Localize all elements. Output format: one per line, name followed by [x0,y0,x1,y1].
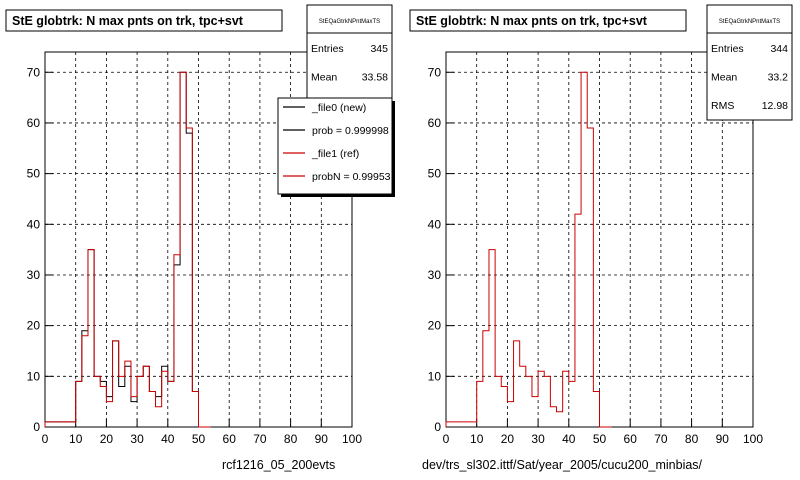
y-tick-label: 50 [27,167,41,181]
y-tick-label: 30 [428,268,442,282]
chart-title: StE globtrk: N max pnts on trk, tpc+svt [416,14,648,28]
x-tick-label: 100 [342,432,362,446]
histogram-series-ref [445,71,612,428]
y-tick-label: 60 [428,116,442,130]
y-tick-label: 50 [428,167,442,181]
y-tick-label: 70 [27,65,41,79]
stats-value: 12.98 [762,100,788,112]
y-tick-label: 20 [27,319,41,333]
x-tick-label: 40 [562,432,576,446]
x-tick-label: 90 [716,432,730,446]
stats-label: Entries [711,43,744,55]
x-tick-label: 80 [284,432,298,446]
legend-box [277,97,393,195]
x-tick-label: 10 [470,432,484,446]
chart-title: StE globtrk: N max pnts on trk, tpc+svt [12,14,244,28]
legend-label: _file0 (new) [311,102,366,114]
chart-panel-left: 0 10 20 30 40 50 60 70 80 90 100 0 10 20 30 40 50 60 70 StE… [5,4,393,472]
x-tick-label: 40 [161,432,175,446]
x-tick-label: 0 [443,432,450,446]
histogram-series-ref [44,71,211,428]
legend-label: probN = 0.99953 [312,171,391,183]
y-tick-label: 60 [27,116,41,130]
x-tick-label: 10 [69,432,83,446]
stats-label: Mean [311,72,337,84]
stats-value: 33.2 [768,72,789,84]
x-tick-label: 20 [100,432,114,446]
y-tick-label: 20 [428,319,442,333]
stats-histogram-name: StEQaGtrkNPntMaxTS [319,19,380,25]
x-tick-label: 70 [654,432,668,446]
x-tick-label: 80 [685,432,699,446]
stats-value: 345 [370,43,388,55]
footer-label: rcf1216_05_200evts [222,458,335,472]
title-box [5,9,283,32]
legend-label: _file1 (ref) [311,148,359,160]
stats-label: Entries [311,43,344,55]
stats-label: RMS [711,100,734,112]
y-tick-label: 30 [27,268,41,282]
y-tick-label: 0 [434,420,441,434]
chart-panel-right: 0 10 20 30 40 50 60 70 80 90 100 0 10 20 30 40 50 60 70 StE… [409,4,793,472]
y-tick-label: 10 [428,369,442,383]
stats-box [306,4,393,114]
y-tick-label: 40 [428,217,442,231]
legend-label: prob = 0.999998 [312,125,389,137]
x-tick-label: 60 [624,432,638,446]
legend: _file0 (new) prob = 0.999998 _file1 (ref) p… [277,97,395,197]
y-tick-label: 10 [27,369,41,383]
x-tick-label: 60 [223,432,237,446]
x-tick-label: 50 [593,432,607,446]
title-box [409,9,687,32]
stats-label: Mean [711,72,737,84]
x-tick-label: 30 [130,432,144,446]
y-tick-label: 40 [27,217,41,231]
x-tick-label: 100 [743,432,763,446]
x-tick-label: 30 [531,432,545,446]
stats-histogram-name: StEQaGtrkNPntMaxTS [719,19,780,25]
stats-value: 33.58 [362,72,388,84]
x-tick-label: 0 [42,432,49,446]
y-tick-label: 0 [33,420,40,434]
x-tick-label: 20 [501,432,515,446]
footer-label: dev/trs_sl302.ittf/Sat/year_2005/cucu200… [422,458,703,472]
stats-value: 344 [770,43,788,55]
x-tick-label: 70 [253,432,267,446]
x-tick-label: 90 [315,432,329,446]
x-tick-label: 50 [192,432,206,446]
y-tick-label: 70 [428,65,442,79]
stats-box [706,4,793,121]
